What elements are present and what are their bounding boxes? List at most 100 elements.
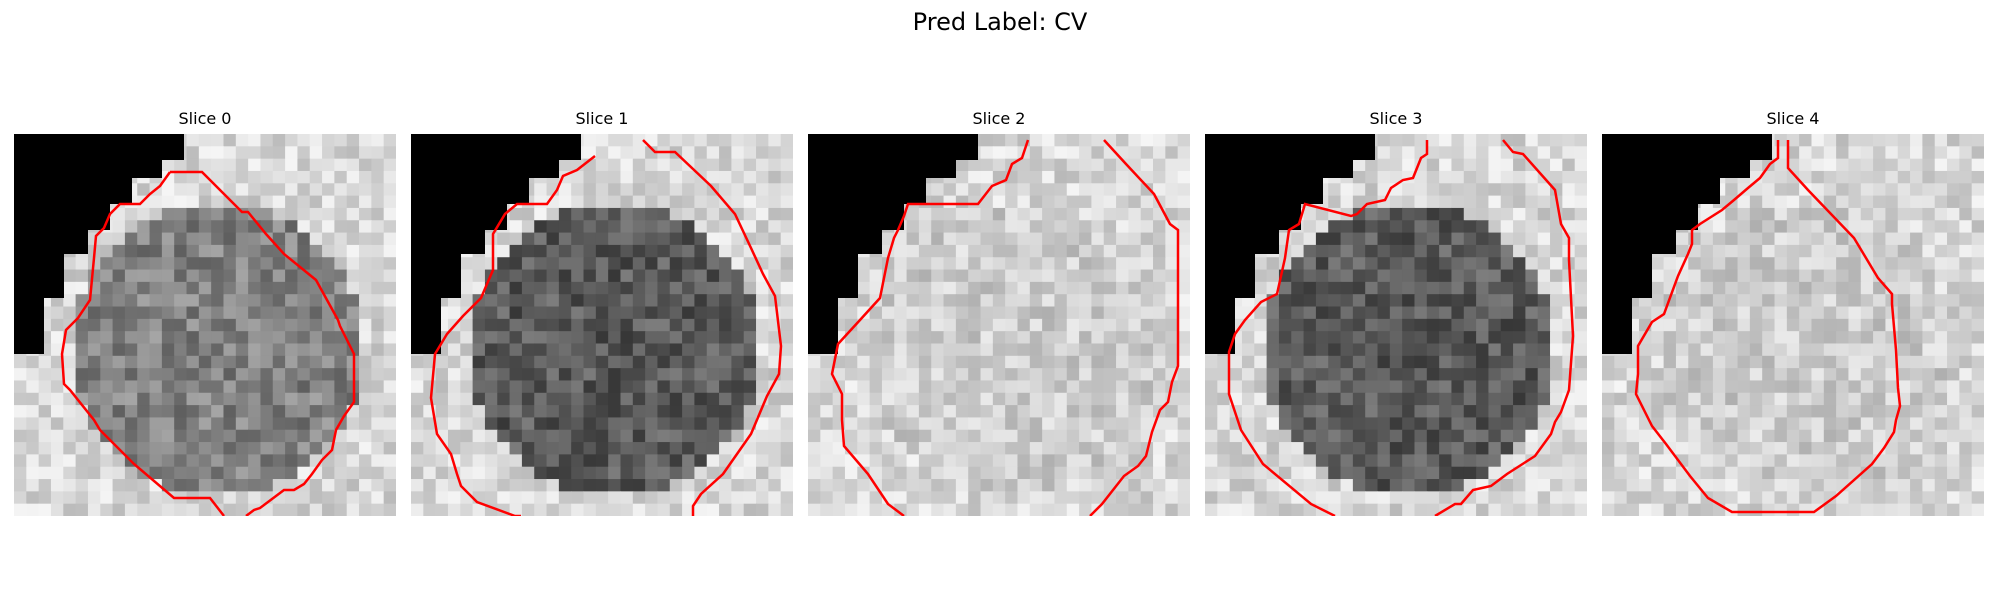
pixel-cell	[1688, 368, 1702, 382]
pixel-cell	[509, 405, 523, 419]
pixel-cell	[1340, 269, 1354, 283]
pixel-cell	[1848, 134, 1862, 147]
pixel-cell	[1725, 466, 1739, 480]
pixel-cell	[285, 244, 299, 258]
pixel-cell	[534, 466, 548, 480]
pixel-cell	[50, 454, 64, 468]
pixel-cell	[1402, 318, 1416, 332]
pixel-cell	[1550, 269, 1563, 283]
pixel-cell	[1054, 466, 1068, 480]
pixel-cell	[694, 195, 708, 209]
pixel-cell	[1934, 368, 1948, 382]
pixel-cell	[1959, 405, 1973, 419]
pixel-cell	[1786, 183, 1800, 197]
pixel-cell	[322, 355, 335, 369]
pixel-cell	[1241, 429, 1255, 443]
pixel-cell	[1103, 466, 1117, 480]
pixel-cell	[1463, 355, 1477, 369]
pixel-cell	[1725, 331, 1739, 345]
pixel-cell	[1128, 183, 1142, 197]
pixel-cell	[1439, 491, 1453, 505]
pixel-cell	[1762, 392, 1776, 406]
pixel-cell	[1836, 454, 1850, 468]
pixel-cell	[1762, 170, 1776, 184]
pixel-cell	[844, 479, 858, 492]
pixel-cell	[1700, 306, 1714, 320]
pixel-cell	[1574, 442, 1587, 455]
pixel-cell	[260, 158, 274, 172]
pixel-cell	[780, 466, 793, 480]
pixel-cell	[1537, 503, 1551, 516]
pixel-cell	[571, 479, 585, 492]
pixel-cell	[484, 294, 498, 308]
pixel-cell	[1799, 331, 1813, 345]
pixel-cell	[1389, 343, 1403, 357]
pixel-cell	[857, 294, 871, 308]
pixel-cell	[682, 257, 696, 271]
pixel-cell	[272, 380, 286, 394]
pixel-cell	[1377, 244, 1391, 258]
pixel-cell	[359, 503, 372, 516]
pixel-cell	[383, 355, 396, 369]
pixel-cell	[906, 466, 920, 480]
pixel-cell	[780, 269, 793, 283]
pixel-cell	[608, 343, 622, 357]
pixel-cell	[943, 306, 957, 320]
pixel-cell	[1005, 244, 1019, 258]
pixel-cell	[571, 331, 585, 345]
pixel-cell	[992, 491, 1006, 505]
pixel-cell	[558, 491, 572, 505]
pixel-cell	[1463, 405, 1477, 419]
pixel-cell	[1675, 368, 1689, 382]
pixel-cell	[1177, 281, 1190, 295]
pixel-cell	[1303, 244, 1317, 258]
pixel-cell	[768, 232, 782, 246]
pixel-cell	[1848, 257, 1862, 271]
pixel-cell	[1688, 331, 1702, 345]
pixel-cell	[743, 281, 757, 295]
pixel-cell	[248, 318, 262, 332]
pixel-cell	[1365, 232, 1379, 246]
pixel-cell	[1971, 207, 1984, 221]
pixel-cell	[1550, 244, 1563, 258]
pixel-cell	[435, 355, 449, 369]
pixel-cell	[1574, 232, 1587, 246]
pixel-cell	[509, 343, 523, 357]
pixel-cell	[309, 257, 323, 271]
pixel-cell	[1254, 281, 1268, 295]
pixel-cell	[38, 380, 52, 394]
pixel-cell	[371, 392, 385, 406]
pixel-cell	[1823, 232, 1837, 246]
pixel-cell	[100, 503, 114, 516]
pixel-cell	[1091, 442, 1105, 455]
pixel-cell	[1614, 503, 1628, 516]
pixel-cell	[669, 405, 683, 419]
pixel-cell	[657, 355, 671, 369]
pixel-cell	[346, 257, 360, 271]
pixel-cell	[75, 429, 89, 443]
pixel-cell	[657, 454, 671, 468]
pixel-cell	[1688, 318, 1702, 332]
pixel-cell	[955, 368, 969, 382]
pixel-cell	[359, 146, 372, 160]
pixel-cell	[1340, 380, 1354, 394]
pixel-cell	[906, 343, 920, 357]
pixel-cell	[87, 306, 101, 320]
pixel-cell	[931, 405, 945, 419]
pixel-cell	[1426, 405, 1440, 419]
pixel-cell	[1651, 355, 1665, 369]
pixel-cell	[1897, 466, 1911, 480]
pixel-cell	[75, 294, 89, 308]
pixel-cell	[161, 331, 175, 345]
pixel-cell	[1651, 343, 1665, 357]
pixel-cell	[1786, 343, 1800, 357]
pixel-cell	[235, 442, 249, 455]
pixel-cell	[1799, 294, 1813, 308]
pixel-cell	[38, 503, 52, 516]
pixel-cell	[694, 306, 708, 320]
pixel-cell	[322, 146, 335, 160]
pixel-cell	[1934, 207, 1948, 221]
pixel-cell	[1029, 170, 1043, 184]
pixel-cell	[38, 355, 52, 369]
pixel-cell	[272, 158, 286, 172]
